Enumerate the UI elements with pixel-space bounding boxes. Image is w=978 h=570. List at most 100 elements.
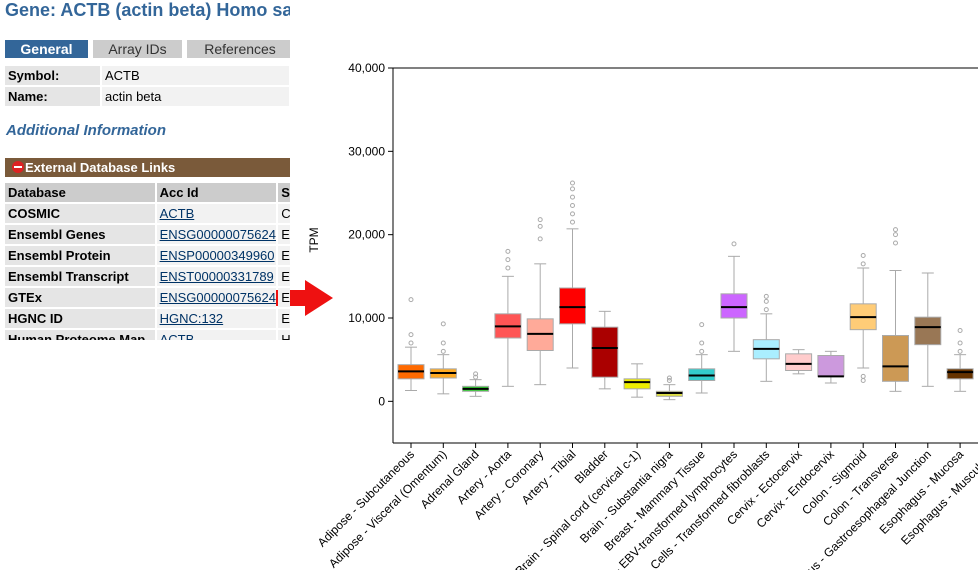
cell: Ensembl Protein <box>5 246 155 265</box>
outlier <box>860 253 866 258</box>
cell: EN <box>278 309 290 328</box>
outlier <box>893 240 898 246</box>
y-tick-label: 30,000 <box>348 144 385 158</box>
page-title: Gene: ACTB (actin beta) Homo sapiens <box>5 0 290 20</box>
row: HGNC ID HGNC:132 EN <box>5 309 290 328</box>
outlier <box>408 340 414 346</box>
cell: ENSP00000349960 <box>156 246 277 265</box>
cell: ENSG00000075624 <box>156 288 277 307</box>
outlier <box>570 186 575 192</box>
summary-table: Symbol: ACTB Name: actin beta <box>3 64 290 108</box>
outlier <box>408 297 414 303</box>
outlier <box>408 332 414 338</box>
outlier <box>957 328 963 333</box>
row: Symbol: ACTB <box>5 66 289 85</box>
column-header: So <box>278 183 290 202</box>
outlier <box>731 241 737 247</box>
box <box>785 353 813 372</box>
outlier <box>699 322 705 328</box>
outlier <box>505 257 511 263</box>
outlier <box>440 321 446 327</box>
box <box>720 293 748 319</box>
cell: EN <box>278 225 290 244</box>
cell: EN <box>278 288 290 307</box>
arrow <box>272 280 333 316</box>
row: Name: actin beta <box>5 87 289 106</box>
column-header: Acc Id <box>156 183 277 202</box>
box <box>817 355 845 377</box>
outlier <box>893 232 898 238</box>
tab[interactable]: References <box>187 40 290 58</box>
outlier <box>537 236 543 242</box>
outlier <box>666 378 672 383</box>
box <box>559 287 586 325</box>
outlier <box>763 307 769 313</box>
cell: Ensembl Transcript <box>5 267 155 286</box>
column-header: Database <box>5 183 155 202</box>
outlier <box>570 180 575 186</box>
row: GTEx ENSG00000075624EN <box>5 288 290 307</box>
row: Human Proteome Map ACTB Hu <box>5 330 290 340</box>
cell: ACTB <box>156 330 277 340</box>
outlier <box>473 374 479 380</box>
outlier <box>505 248 511 254</box>
field-value: ACTB <box>102 66 289 85</box>
outlier <box>570 194 575 200</box>
outlier <box>440 340 446 346</box>
cell: GTEx <box>5 288 155 307</box>
y-tick-label: 40,000 <box>348 61 385 75</box>
section-header[interactable]: External Database Links <box>5 158 290 177</box>
outlier <box>666 375 672 381</box>
cell: EN <box>278 246 290 265</box>
outlier <box>505 265 511 271</box>
y-tick-label: 0 <box>378 394 385 408</box>
outlier <box>763 298 769 304</box>
field-value: actin beta <box>102 87 289 106</box>
tab[interactable]: Array IDs <box>93 40 182 58</box>
collapse-icon[interactable] <box>11 160 25 174</box>
y-tick-label: 20,000 <box>348 228 385 242</box>
box <box>591 326 619 378</box>
y-axis-label: TPM <box>307 227 321 252</box>
cell: Human Proteome Map <box>5 330 155 340</box>
cell: ENST00000331789 <box>156 267 277 286</box>
outlier <box>957 340 963 346</box>
accession-link[interactable]: ENSG00000075624 <box>159 290 276 305</box>
box <box>946 368 974 380</box>
outlier <box>699 340 705 346</box>
outlier <box>763 293 769 299</box>
cell: ENSG00000075624 <box>156 225 277 244</box>
row: Ensembl Transcript ENST00000331789 EN <box>5 267 290 286</box>
cell: HGNC:132 <box>156 309 277 328</box>
gene-panel: Gene: ACTB (actin beta) Homo sapiens Gen… <box>0 0 290 340</box>
y-tick-label: 10,000 <box>348 311 385 325</box>
outlier <box>860 373 866 379</box>
accession-link[interactable]: ENSG00000075624 <box>159 227 276 242</box>
outlier <box>860 261 866 267</box>
section-link[interactable]: Additional Information <box>6 122 166 139</box>
cell: ACTB <box>156 204 277 223</box>
outlier <box>570 211 575 217</box>
outlier <box>699 348 705 354</box>
field-label: Symbol: <box>5 66 100 85</box>
accession-link[interactable]: ACTB <box>159 206 195 221</box>
row: Ensembl Protein ENSP00000349960EN <box>5 246 290 265</box>
outlier <box>893 227 898 233</box>
box <box>914 316 942 346</box>
tab[interactable]: General <box>5 40 88 58</box>
field-label: Name: <box>5 87 100 106</box>
outlier <box>440 348 446 354</box>
row: COSMIC ACTB CO <box>5 204 290 223</box>
outlier <box>860 378 866 383</box>
accession-link[interactable]: HGNC:132 <box>159 311 224 326</box>
cell: CO <box>278 204 290 223</box>
accession-link[interactable]: ENSP00000349960 <box>159 248 275 263</box>
accession-link[interactable]: ACTB <box>159 332 195 340</box>
accession-link[interactable]: ENST00000331789 <box>159 269 274 284</box>
cell: Hu <box>278 330 290 340</box>
row: Ensembl Genes ENSG00000075624EN <box>5 225 290 244</box>
